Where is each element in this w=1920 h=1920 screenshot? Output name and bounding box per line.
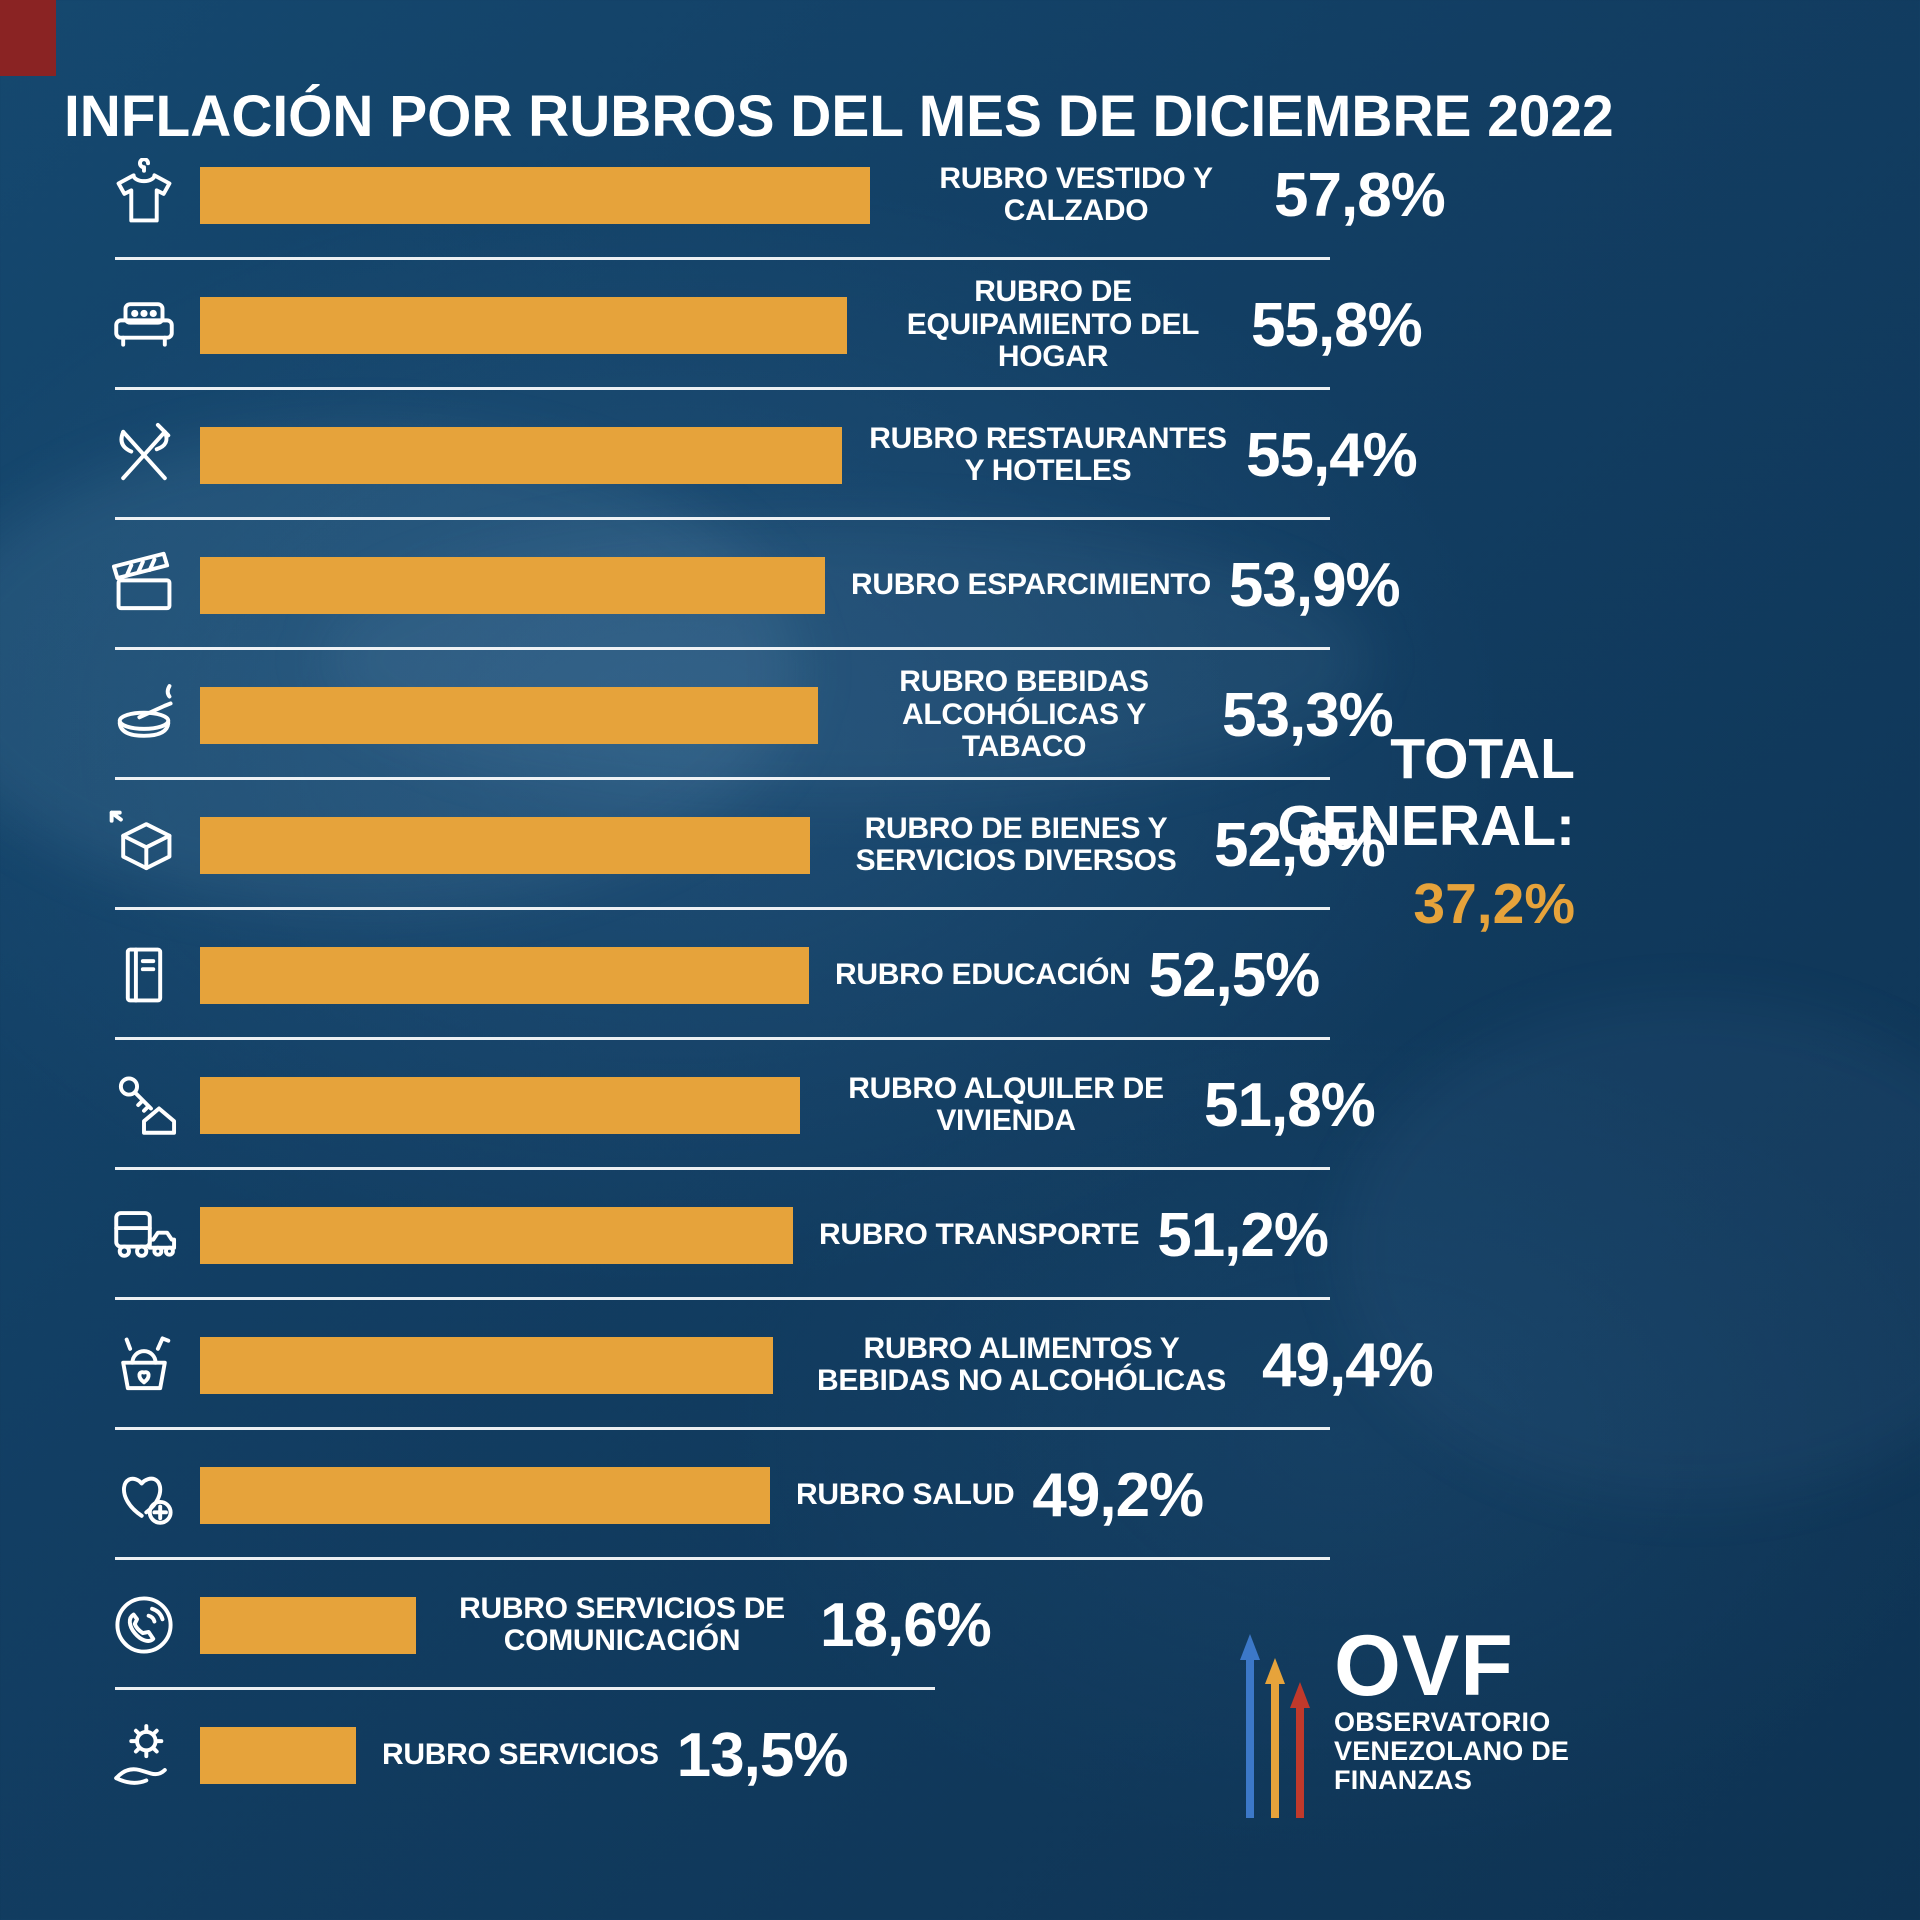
bar-label: RUBRO DE BIENES Y SERVICIOS DIVERSOS	[855, 811, 1177, 877]
logo-line: VENEZOLANO DE	[1334, 1735, 1570, 1766]
bar-row: RUBRO RESTAURANTES Y HOTELES 55,4%	[0, 390, 1920, 520]
bar-value: 51,2%	[1157, 1200, 1329, 1270]
bar-chart: RUBRO VESTIDO Y CALZADO 57,8% RUBRO DE E…	[0, 130, 1920, 1820]
bar-label: RUBRO RESTAURANTES Y HOTELES	[869, 421, 1227, 487]
bar-row: RUBRO TRANSPORTE 51,2%	[0, 1170, 1920, 1300]
bar-value: 55,8%	[1251, 290, 1423, 360]
bar-row: RUBRO SERVICIOS 13,5%	[0, 1690, 1920, 1820]
sofa-icon	[88, 288, 200, 362]
bar-label: RUBRO ESPARCIMIENTO	[851, 567, 1211, 601]
bar-value: 49,2%	[1032, 1460, 1204, 1530]
bar-value: 52,5%	[1148, 940, 1321, 1010]
bar-label: RUBRO SERVICIOS DE COMUNICACIÓN	[459, 1591, 785, 1657]
bar	[200, 1466, 770, 1524]
house-key-icon	[88, 1068, 200, 1142]
bar-label: RUBRO SALUD	[796, 1477, 1015, 1511]
bar-label: RUBRO ALIMENTOS Y BEBIDAS NO ALCOHÓLICAS	[817, 1331, 1226, 1397]
bar-value: 57,8%	[1274, 160, 1446, 230]
bar-value: 18,6%	[820, 1590, 992, 1660]
gear-hand-icon	[88, 1718, 200, 1792]
bar-row: RUBRO SERVICIOS DE COMUNICACIÓN 18,6%	[0, 1560, 1920, 1690]
tshirt-icon	[88, 158, 200, 232]
bar-row: RUBRO DE BIENES Y SERVICIOS DIVERSOS 52,…	[0, 780, 1920, 910]
bar-row: RUBRO ESPARCIMIENTO 53,9%	[0, 520, 1920, 650]
bar-row: RUBRO EDUCACIÓN 52,5%	[0, 910, 1920, 1040]
bar-label: RUBRO ALQUILER DE VIVIENDA	[848, 1071, 1164, 1137]
phone-icon	[88, 1588, 200, 1662]
bar	[200, 426, 842, 484]
bar-value: 51,8%	[1204, 1070, 1376, 1140]
bar-row: RUBRO BEBIDAS ALCOHÓLICAS Y TABACO 53,3%	[0, 650, 1920, 780]
bar-label: RUBRO VESTIDO Y CALZADO	[939, 161, 1213, 227]
bar-value: 53,9%	[1228, 550, 1401, 620]
bar	[200, 816, 810, 874]
bar	[200, 166, 870, 224]
bar	[200, 1206, 793, 1264]
bar-value: 13,5%	[676, 1720, 849, 1790]
book-icon	[88, 938, 200, 1012]
grocery-basket-icon	[88, 1328, 200, 1402]
bar	[200, 686, 818, 744]
corner-decoration	[0, 0, 56, 76]
transport-icon	[88, 1198, 200, 1272]
bar	[200, 946, 809, 1004]
growth-arrows-icon	[1232, 1626, 1318, 1822]
bar-row: RUBRO VESTIDO Y CALZADO 57,8%	[0, 130, 1920, 260]
bar-label: RUBRO EDUCACIÓN	[835, 957, 1131, 991]
bar-row: RUBRO ALQUILER DE VIVIENDA 51,8%	[0, 1040, 1920, 1170]
ashtray-icon	[88, 678, 200, 752]
clapperboard-icon	[88, 548, 200, 622]
page-title: INFLACIÓN POR RUBROS DEL MES DE DICIEMBR…	[64, 83, 1614, 149]
bar-row: RUBRO SALUD 49,2%	[0, 1430, 1920, 1560]
bar-label: RUBRO SERVICIOS	[382, 1737, 659, 1771]
bar-row: RUBRO DE EQUIPAMIENTO DEL HOGAR 55,8%	[0, 260, 1920, 390]
bar-label: RUBRO TRANSPORTE	[819, 1217, 1140, 1251]
bar	[200, 1596, 416, 1654]
bar-value: 52,6%	[1214, 810, 1386, 880]
logo-line: OBSERVATORIO	[1334, 1706, 1551, 1737]
health-heart-icon	[88, 1458, 200, 1532]
bar-row: RUBRO ALIMENTOS Y BEBIDAS NO ALCOHÓLICAS…	[0, 1300, 1920, 1430]
total-general: TOTAL GENERAL: 37,2%	[1277, 726, 1575, 937]
bar	[200, 296, 847, 354]
bar-value: 49,4%	[1262, 1330, 1434, 1400]
bar-label: RUBRO DE EQUIPAMIENTO DEL HOGAR	[906, 275, 1200, 374]
ovf-logo: OVF OBSERVATORIO VENEZOLANO DE FINANZAS	[1232, 1618, 1570, 1822]
bar-label: RUBRO BEBIDAS ALCOHÓLICAS Y TABACO	[899, 665, 1149, 764]
logo-acronym: OVF	[1334, 1618, 1514, 1714]
bar-value: 53,3%	[1222, 680, 1394, 750]
logo-text: OVF OBSERVATORIO VENEZOLANO DE FINANZAS	[1334, 1618, 1570, 1795]
total-general-value: 37,2%	[1413, 871, 1575, 936]
restaurant-icon	[88, 418, 200, 492]
package-icon	[88, 808, 200, 882]
bar	[200, 1076, 800, 1134]
bar	[200, 556, 825, 614]
logo-line: FINANZAS	[1334, 1765, 1473, 1795]
total-general-label: GENERAL:	[1277, 794, 1575, 859]
bar-value: 55,4%	[1246, 420, 1418, 490]
bar	[200, 1336, 773, 1394]
total-general-label: TOTAL	[1390, 727, 1575, 791]
bar	[200, 1726, 356, 1784]
